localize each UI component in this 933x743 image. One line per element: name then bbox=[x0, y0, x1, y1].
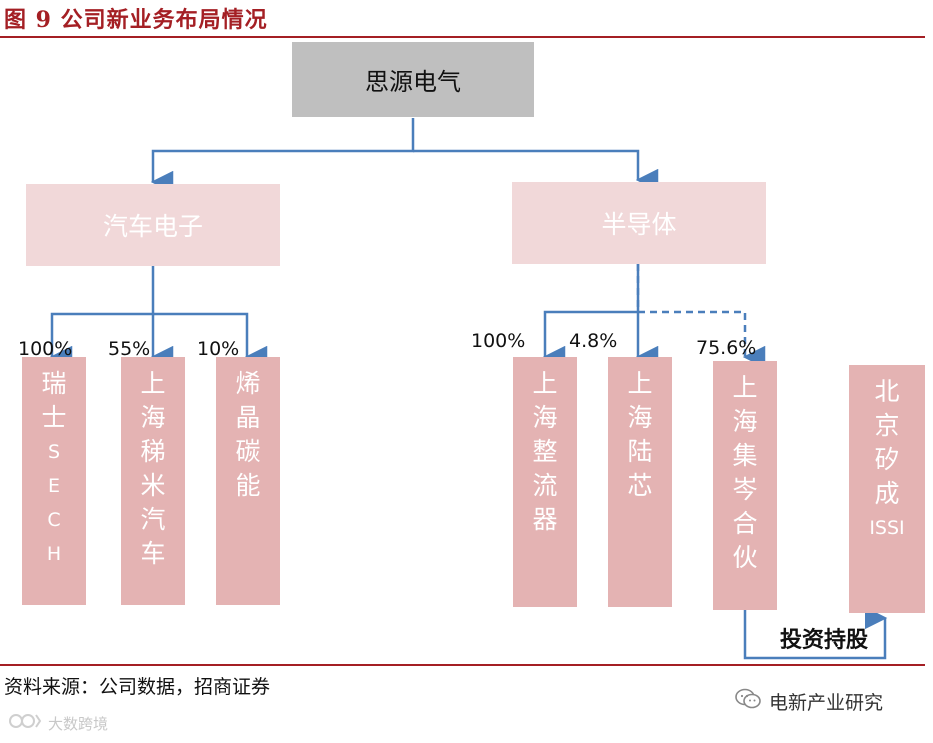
invest-connector bbox=[743, 606, 888, 660]
figure-title: 图 9 公司新业务布局情况 bbox=[4, 7, 268, 33]
leaf-char: 合 bbox=[732, 509, 758, 538]
leaf-xijing-tanneng: 烯 晶 碳 能 bbox=[216, 357, 280, 605]
leaf-shanghai-timi-auto: 上 海 稊 米 汽 车 bbox=[121, 357, 185, 605]
leaf-char: 矽 bbox=[874, 445, 900, 474]
leaf-char: E bbox=[47, 475, 60, 497]
stake-percent-rectifier: 100% bbox=[471, 330, 526, 352]
leaf-char: 上 bbox=[732, 373, 758, 402]
source-note: 资料来源：公司数据，招商证券 bbox=[4, 676, 271, 698]
leaf-char: 士 bbox=[41, 403, 67, 432]
leaf-char: 海 bbox=[140, 403, 166, 432]
leaf-char: 岑 bbox=[732, 475, 758, 504]
branch-semiconductor: 半导体 bbox=[512, 182, 766, 264]
leaf-char: H bbox=[46, 543, 62, 565]
leaf-char: 烯 bbox=[235, 369, 261, 398]
wechat-icon bbox=[735, 688, 761, 715]
leaf-char: 整 bbox=[532, 437, 558, 466]
stake-percent-xijing: 10% bbox=[197, 338, 240, 360]
leaf-shanghai-jicen-partnership: 上 海 集 岑 合 伙 bbox=[713, 361, 777, 610]
leaf-char: 伙 bbox=[732, 543, 758, 572]
title-divider bbox=[0, 36, 925, 38]
root-company-box: 思源电气 bbox=[292, 42, 534, 117]
leaf-char: 京 bbox=[874, 411, 900, 440]
watermark-text: 大数跨境 bbox=[48, 714, 109, 733]
stake-percent-jicen: 75.6% bbox=[696, 337, 757, 359]
leaf-char: 上 bbox=[532, 369, 558, 398]
leaf-char: 上 bbox=[627, 369, 653, 398]
root-connector bbox=[150, 118, 415, 194]
leaf-char: 晶 bbox=[235, 403, 261, 432]
invest-holding-label: 投资持股 bbox=[780, 628, 869, 653]
watermark-logo-icon bbox=[8, 712, 42, 734]
leaf-char: 陆 bbox=[627, 437, 653, 466]
branch-auto-electronics: 汽车电子 bbox=[26, 184, 280, 266]
leaf-char: C bbox=[47, 509, 61, 531]
leaf-char: 流 bbox=[532, 471, 558, 500]
leaf-char: 器 bbox=[532, 505, 558, 534]
watermark: 大数跨境 bbox=[8, 712, 108, 734]
wechat-account: 电新产业研究 bbox=[735, 688, 883, 715]
stake-percent-luxin: 4.8% bbox=[569, 330, 618, 352]
leaf-char: 芯 bbox=[627, 471, 653, 500]
stake-percent-timi-auto: 55% bbox=[108, 338, 151, 360]
leaf-sech: 瑞 士 S E C H bbox=[22, 357, 86, 605]
leaf-char: 碳 bbox=[235, 437, 261, 466]
leaf-char: 海 bbox=[732, 407, 758, 436]
leaf-char: 集 bbox=[732, 441, 758, 470]
wechat-account-name: 电新产业研究 bbox=[769, 692, 884, 714]
leaf-char: 能 bbox=[235, 471, 261, 500]
auto-connector-3 bbox=[153, 312, 268, 369]
leaf-shanghai-luxin: 上 海 陆 芯 bbox=[608, 357, 672, 607]
leaf-char: 上 bbox=[140, 369, 166, 398]
leaf-char: 瑞 bbox=[41, 369, 67, 398]
leaf-char: 成 bbox=[874, 479, 900, 508]
leaf-char: 海 bbox=[532, 403, 558, 432]
leaf-char: 车 bbox=[140, 539, 166, 568]
semi-connector-dashed bbox=[636, 264, 766, 369]
stake-percent-sech: 100% bbox=[18, 338, 73, 360]
leaf-char: 米 bbox=[140, 471, 166, 500]
leaf-char: 稊 bbox=[140, 437, 166, 466]
leaf-beijing-issi: 北 京 矽 成 ISSI bbox=[849, 365, 925, 613]
leaf-char: 汽 bbox=[140, 505, 166, 534]
leaf-char: 海 bbox=[627, 403, 653, 432]
root-connector-right bbox=[413, 149, 659, 192]
leaf-char: 北 bbox=[874, 377, 900, 406]
leaf-shanghai-rectifier: 上 海 整 流 器 bbox=[513, 357, 577, 607]
footer-divider bbox=[0, 664, 925, 666]
leaf-char: S bbox=[47, 441, 61, 463]
leaf-char: ISSI bbox=[869, 517, 905, 539]
auto-connector-1 bbox=[49, 266, 155, 369]
